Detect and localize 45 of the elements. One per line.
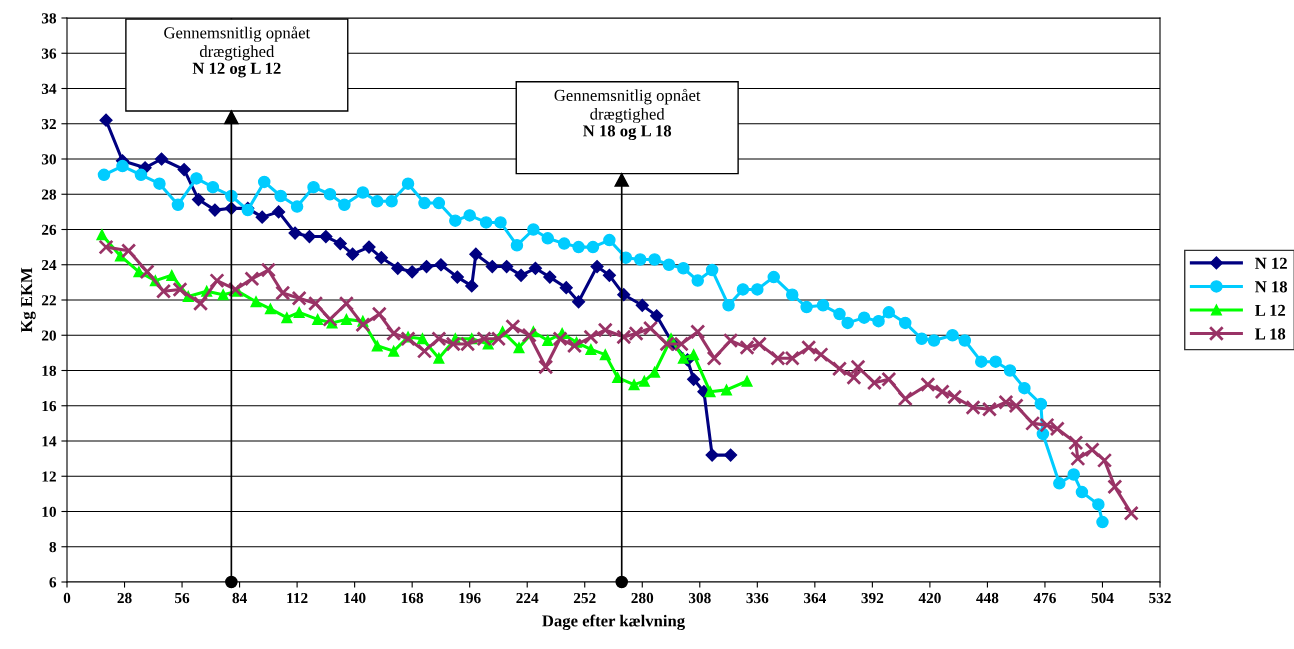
x-tick-label: 84 [232, 592, 247, 604]
x-tick-label: 504 [1091, 592, 1114, 604]
x-tick-label: 476 [1033, 592, 1056, 604]
legend-label: N 18 [1255, 281, 1288, 293]
x-tick-label: 28 [117, 592, 132, 604]
y-tick-label: 22 [41, 295, 56, 306]
x-tick-label: 112 [287, 592, 308, 604]
legend-label: N 12 [1255, 257, 1287, 269]
x-tick-label: 0 [63, 592, 71, 604]
x-tick-label: 252 [573, 592, 596, 604]
x-tick-label: 448 [976, 592, 999, 604]
y-tick-label: 10 [42, 506, 56, 517]
y-tick-label: 38 [41, 13, 57, 24]
y-tick-label: 24 [41, 259, 57, 271]
y-tick-label: 6 [49, 577, 57, 588]
y-tick-label: 26 [41, 224, 57, 235]
legend-label: L 18 [1255, 328, 1286, 340]
y-tick-label: 20 [41, 330, 56, 341]
x-tick-label: 364 [803, 592, 827, 604]
y-tick-label: 8 [49, 541, 57, 553]
x-axis-title: Dage efter kælvning [542, 614, 685, 631]
x-tick-label: 224 [516, 592, 539, 604]
y-tick-label: 16 [42, 400, 57, 412]
x-tick-label: 56 [175, 592, 190, 604]
ref-line-label: Gennemsnitlig opnået drægtighed N 12 og L 12 [164, 26, 311, 78]
y-axis-title: Kg EKM [21, 267, 36, 333]
y-tick-label: 18 [42, 365, 57, 376]
x-tick-label: 308 [688, 592, 711, 604]
y-tick-label: 28 [41, 189, 57, 200]
x-tick-label: 392 [861, 592, 884, 604]
y-tick-label: 30 [41, 154, 56, 165]
x-tick-label: 140 [344, 592, 366, 604]
y-tick-label: 36 [41, 48, 57, 59]
x-tick-label: 168 [401, 592, 424, 604]
y-tick-label: 32 [41, 118, 56, 130]
y-tick-label: 12 [42, 471, 56, 482]
x-tick-label: 420 [918, 592, 941, 604]
legend-label: L 12 [1255, 304, 1286, 316]
x-tick-label: 532 [1149, 592, 1171, 604]
x-tick-label: 336 [746, 592, 769, 604]
x-tick-label: 280 [631, 592, 654, 604]
y-tick-label: 34 [41, 83, 57, 94]
y-tick-label: 14 [42, 436, 57, 447]
x-tick-label: 196 [459, 592, 481, 604]
ref-line-label: Gennemsnitlig opnået drægtighed N 18 og L 18 [554, 88, 701, 141]
